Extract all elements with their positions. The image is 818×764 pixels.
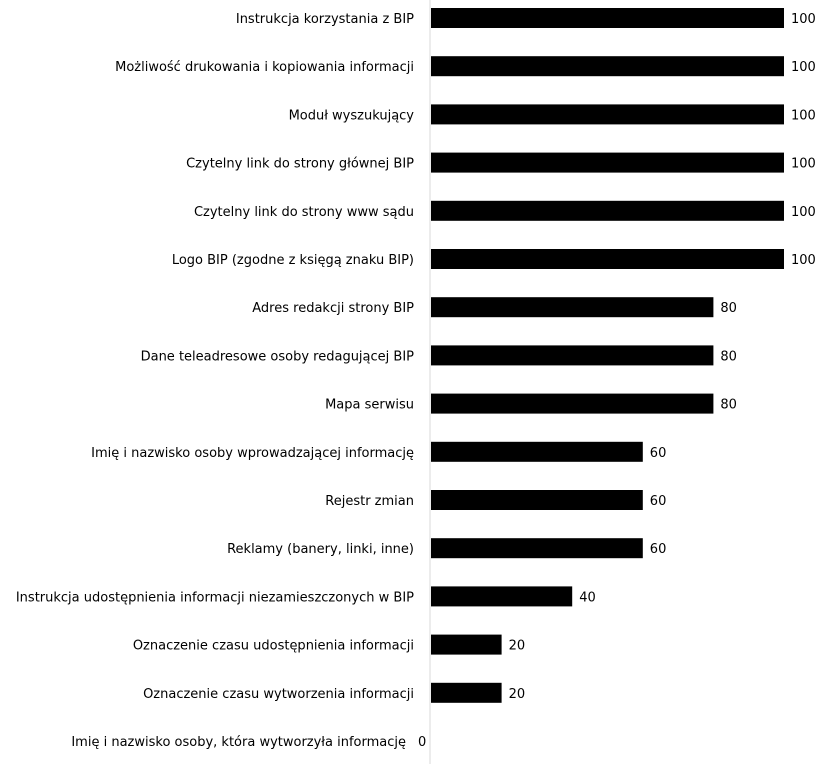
bar [431, 586, 573, 607]
value-label: 0 [418, 735, 426, 750]
value-label: 100 [791, 12, 816, 27]
value-label: 80 [720, 398, 737, 413]
category-label: Oznaczenie czasu udostępnienia informacj… [133, 639, 414, 654]
category-label: Czytelny link do strony www sądu [194, 205, 414, 220]
category-label: Instrukcja korzystania z BIP [236, 12, 414, 27]
category-label: Imię i nazwisko osoby, która wytworzyła … [71, 735, 406, 750]
category-label: Rejestr zmian [325, 494, 414, 509]
category-label: Czytelny link do strony głównej BIP [186, 157, 414, 172]
value-label: 60 [650, 542, 667, 557]
category-label: Reklamy (banery, linki, inne) [227, 542, 414, 557]
bar [431, 56, 784, 77]
bar [431, 152, 784, 173]
bar [431, 441, 643, 462]
value-label: 100 [791, 108, 816, 123]
value-label: 40 [579, 590, 596, 605]
value-label: 100 [791, 253, 816, 268]
bar [431, 682, 502, 703]
category-label: Adres redakcji strony BIP [252, 301, 414, 316]
category-label: Logo BIP (zgodne z księgą znaku BIP) [172, 253, 414, 268]
value-label: 100 [791, 60, 816, 75]
bar [431, 200, 784, 221]
value-label: 80 [720, 349, 737, 364]
category-label: Oznaczenie czasu wytworzenia informacji [143, 687, 414, 702]
value-label: 80 [720, 301, 737, 316]
category-label: Mapa serwisu [325, 398, 414, 413]
bar [431, 490, 643, 510]
bar [431, 634, 502, 655]
bar [431, 8, 784, 28]
category-label: Imię i nazwisko osoby wprowadzającej inf… [91, 446, 414, 461]
category-label: Moduł wyszukujący [289, 108, 415, 123]
category-label: Instrukcja udostępnienia informacji niez… [16, 590, 414, 605]
value-label: 60 [650, 494, 667, 509]
bar [431, 393, 714, 414]
category-label: Dane teleadresowe osoby redagującej BIP [141, 349, 415, 364]
bar [431, 297, 714, 318]
value-label: 100 [791, 157, 816, 172]
value-label: 100 [791, 205, 816, 220]
value-label: 60 [650, 446, 667, 461]
value-label: 20 [509, 639, 526, 654]
bar [431, 345, 714, 366]
bar [431, 104, 784, 125]
value-label: 20 [509, 687, 526, 702]
bar [431, 249, 784, 269]
category-label: Możliwość drukowania i kopiowania inform… [115, 60, 414, 75]
bar [431, 538, 643, 559]
